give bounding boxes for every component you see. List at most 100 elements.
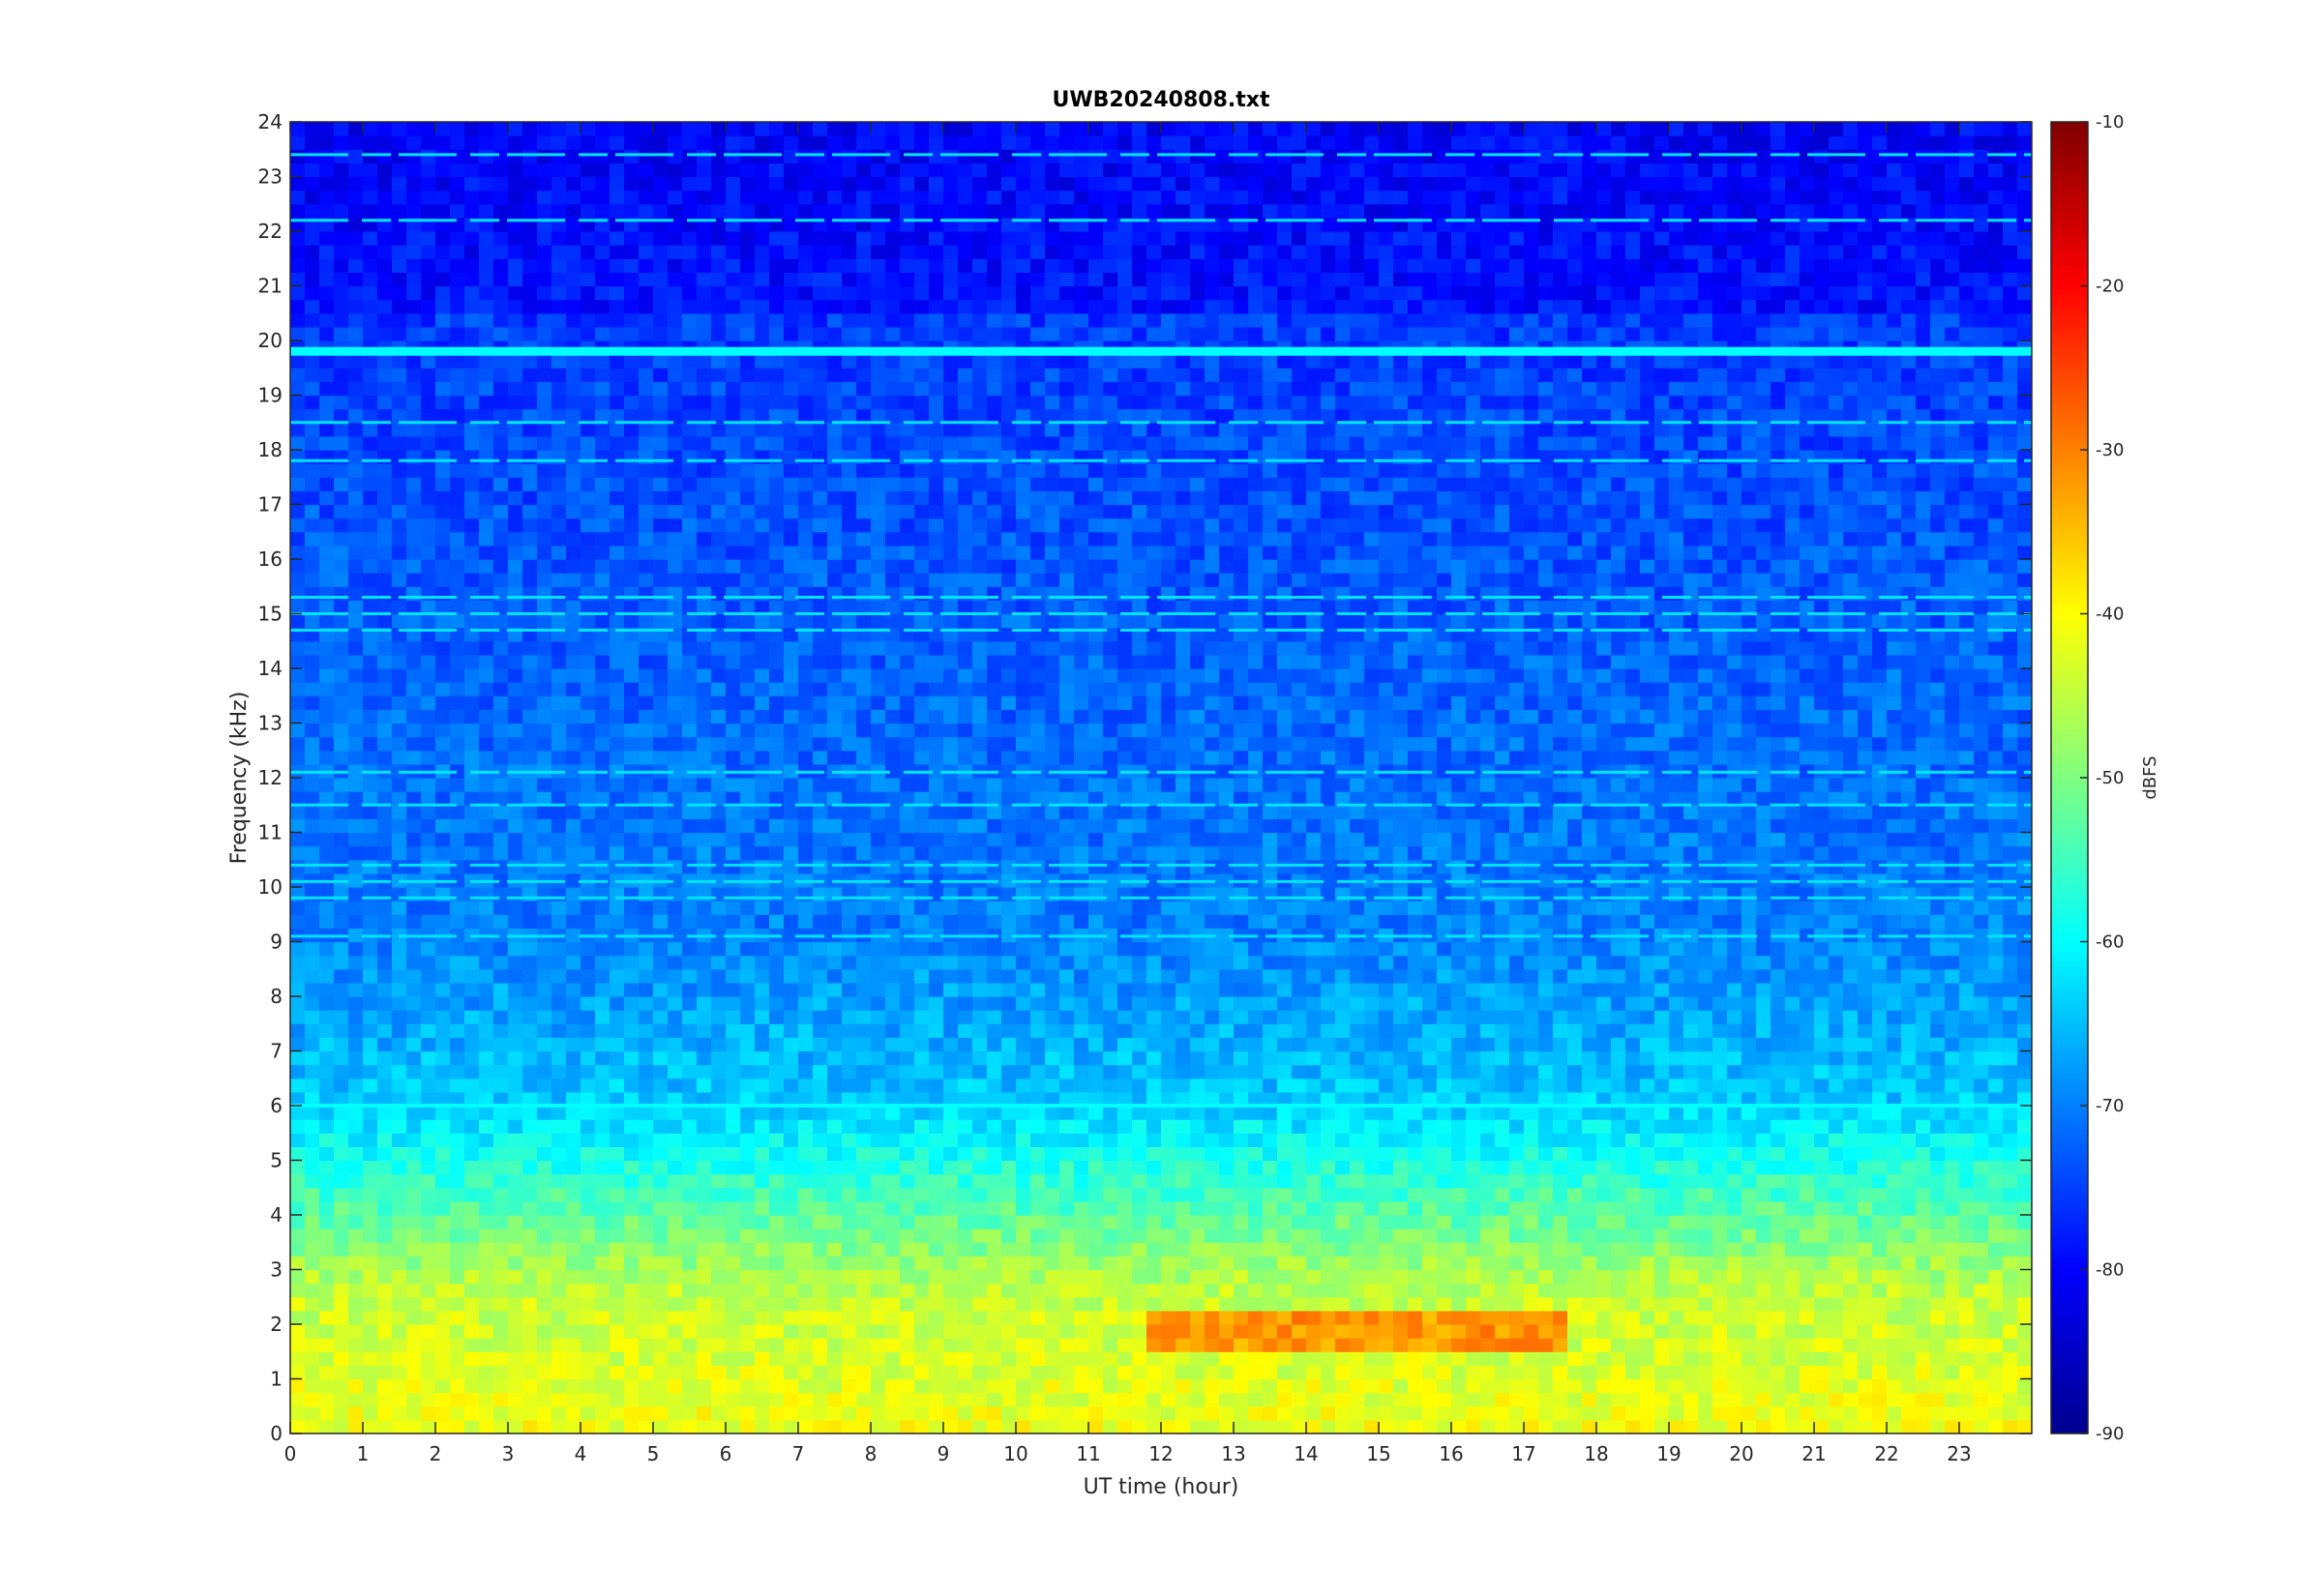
heatmap-cell xyxy=(435,1200,451,1216)
heatmap-cell xyxy=(348,1269,364,1285)
heatmap-cell xyxy=(972,1392,988,1407)
heatmap-cell xyxy=(929,1338,944,1352)
heatmap-cell xyxy=(551,1392,567,1407)
heatmap-cell xyxy=(305,1078,320,1093)
heatmap-cell xyxy=(1016,368,1031,382)
heatmap-cell xyxy=(493,914,509,929)
heatmap-cell xyxy=(842,695,857,710)
heatmap-cell xyxy=(1030,1419,1046,1433)
heatmap-cell xyxy=(537,778,552,792)
heatmap-cell xyxy=(348,1146,364,1162)
heatmap-cell xyxy=(769,736,785,752)
heatmap-cell xyxy=(668,326,683,341)
heatmap-cell xyxy=(305,245,320,259)
heatmap-cell xyxy=(464,805,480,819)
heatmap-cell xyxy=(726,531,741,547)
heatmap-cell xyxy=(377,1405,393,1421)
heatmap-cell xyxy=(769,531,785,547)
heatmap-cell xyxy=(943,832,959,847)
heatmap-cell xyxy=(508,122,523,136)
heatmap-cell xyxy=(972,968,988,984)
heatmap-cell xyxy=(580,285,596,301)
heatmap-cell xyxy=(522,545,538,560)
heatmap-cell xyxy=(1001,778,1017,792)
heatmap-cell xyxy=(900,1023,915,1038)
heatmap-cell xyxy=(421,435,436,451)
heatmap-cell xyxy=(885,668,901,683)
heatmap-cell xyxy=(522,1419,538,1433)
heatmap-cell xyxy=(406,531,422,547)
heatmap-cell xyxy=(653,517,669,533)
heatmap-cell xyxy=(769,791,785,806)
heatmap-cell xyxy=(348,1200,364,1216)
heatmap-cell xyxy=(987,408,1002,424)
heatmap-cell xyxy=(813,272,828,287)
heatmap-cell xyxy=(972,955,988,970)
heatmap-cell xyxy=(464,176,480,192)
heatmap-cell xyxy=(900,312,915,328)
heatmap-cell xyxy=(421,1351,436,1366)
heatmap-cell xyxy=(929,1310,944,1325)
heatmap-cell xyxy=(697,203,712,219)
heatmap-cell xyxy=(682,326,698,341)
heatmap-cell xyxy=(392,613,407,629)
heatmap-cell xyxy=(987,1187,1002,1202)
heatmap-cell xyxy=(885,640,901,656)
heatmap-cell xyxy=(421,1215,436,1229)
heatmap-cell xyxy=(508,723,523,738)
heatmap-cell xyxy=(697,1419,712,1433)
heatmap-cell xyxy=(842,149,857,163)
heatmap-cell xyxy=(987,750,1002,765)
heatmap-cell xyxy=(958,736,973,752)
heatmap-cell xyxy=(929,135,944,150)
heatmap-cell xyxy=(493,395,509,410)
heatmap-cell xyxy=(450,1351,465,1366)
heatmap-cell xyxy=(1016,695,1031,710)
heatmap-cell xyxy=(653,668,669,683)
heatmap-cell xyxy=(595,1106,610,1120)
heatmap-cell xyxy=(711,682,727,696)
heatmap-cell xyxy=(784,381,799,397)
heatmap-cell xyxy=(319,996,335,1011)
heatmap-cell xyxy=(421,573,436,587)
heatmap-cell xyxy=(580,573,596,587)
heatmap-cell xyxy=(1030,1173,1046,1189)
heatmap-cell xyxy=(639,1200,654,1216)
heatmap-cell xyxy=(464,1283,480,1298)
heatmap-cell xyxy=(711,163,727,178)
heatmap-cell xyxy=(595,299,610,314)
heatmap-cell xyxy=(1001,1023,1017,1038)
heatmap-cell xyxy=(450,381,465,397)
heatmap-cell xyxy=(668,531,683,547)
heatmap-cell xyxy=(958,791,973,806)
heatmap-cell xyxy=(842,1338,857,1352)
heatmap-cell xyxy=(450,1050,465,1066)
heatmap-cell xyxy=(697,914,712,929)
heatmap-cell xyxy=(929,1078,944,1093)
heatmap-cell xyxy=(755,1173,770,1189)
heatmap-cell xyxy=(610,1378,625,1394)
heatmap-cell xyxy=(668,559,683,574)
heatmap-cell xyxy=(392,299,407,314)
heatmap-cell xyxy=(392,176,407,192)
heatmap-cell xyxy=(740,723,756,738)
heatmap-cell xyxy=(798,573,814,587)
heatmap-cell xyxy=(755,1419,770,1433)
heatmap-cell xyxy=(1001,1119,1017,1134)
heatmap-cell xyxy=(319,1310,335,1325)
heatmap-cell xyxy=(740,778,756,792)
heatmap-cell xyxy=(348,1310,364,1325)
heatmap-cell xyxy=(435,901,451,915)
heatmap-cell xyxy=(929,750,944,765)
heatmap-cell xyxy=(929,149,944,163)
heatmap-cell xyxy=(697,845,712,861)
heatmap-cell xyxy=(537,901,552,915)
heatmap-cell xyxy=(929,1215,944,1229)
heatmap-cell xyxy=(1030,1283,1046,1298)
heatmap-cell xyxy=(290,354,306,369)
heatmap-cell xyxy=(929,463,944,478)
heatmap-cell xyxy=(305,1269,320,1285)
heatmap-cell xyxy=(610,1010,625,1024)
heatmap-cell xyxy=(450,914,465,929)
heatmap-cell xyxy=(755,122,770,136)
